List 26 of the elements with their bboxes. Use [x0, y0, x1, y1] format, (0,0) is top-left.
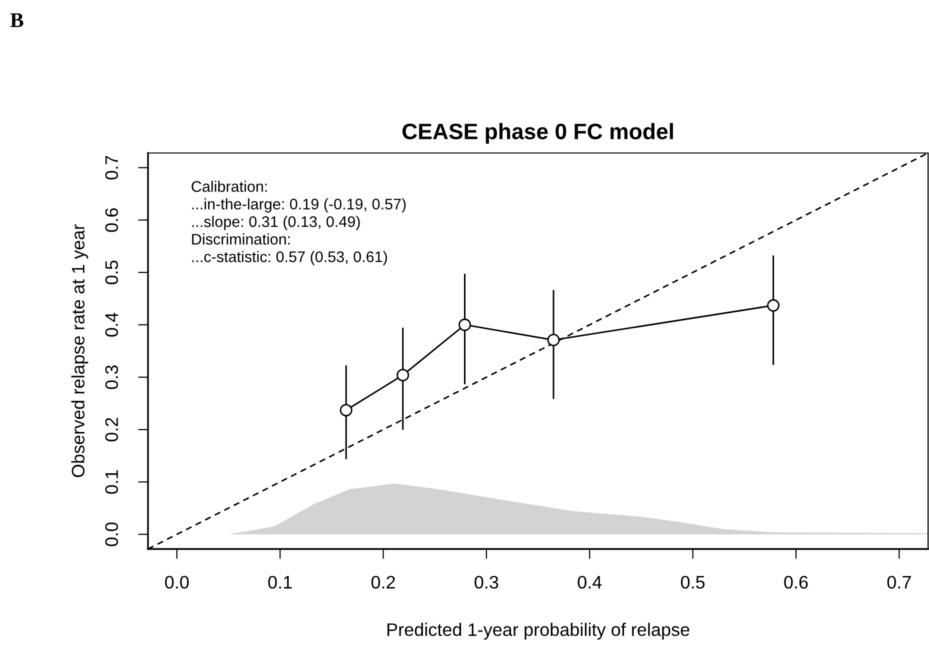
x-tick-label: 0.7 — [887, 576, 911, 589]
y-tick-label: 0.0 — [105, 522, 118, 546]
chart-title: CEASE phase 0 FC model — [402, 123, 673, 144]
x-tick-label: 0.0 — [165, 576, 189, 589]
y-tick-label: 0.7 — [105, 156, 118, 180]
y-tick-label: 0.5 — [105, 260, 118, 284]
annotation: Calibration: ...in-the-large: 0.19 (-0.19, 0.57) ...slope: 0.31 (0.13, 0.49) Discrimination: ...c-statistic: 0.57 (0.53, 0.61) — [192, 180, 406, 266]
x-tick-label: 0.5 — [680, 576, 705, 589]
point — [340, 404, 352, 416]
point — [547, 334, 560, 346]
point — [396, 368, 410, 382]
y-tick-label: 0.3 — [105, 365, 118, 390]
x-tick-label: 0.6 — [784, 576, 808, 589]
text: B — [10, 13, 24, 28]
x-tick-label: 0.4 — [578, 576, 602, 589]
x-tick-label: 0.1 — [268, 576, 292, 589]
y-tick-label: 0.4 — [105, 312, 118, 337]
x-tick-label: 0.3 — [474, 576, 498, 589]
x-axis-title: Predicted 1-year probability of relapse — [387, 622, 690, 640]
y-tick-label: 0.6 — [105, 208, 118, 232]
y-axis-title: Observed relapse rate at 1 year — [71, 224, 88, 478]
x-tick-label: 0.2 — [371, 576, 395, 589]
point — [767, 299, 780, 312]
y-tick-label: 0.2 — [105, 418, 118, 442]
y-tick-label: 0.1 — [105, 470, 118, 494]
point — [458, 318, 472, 332]
